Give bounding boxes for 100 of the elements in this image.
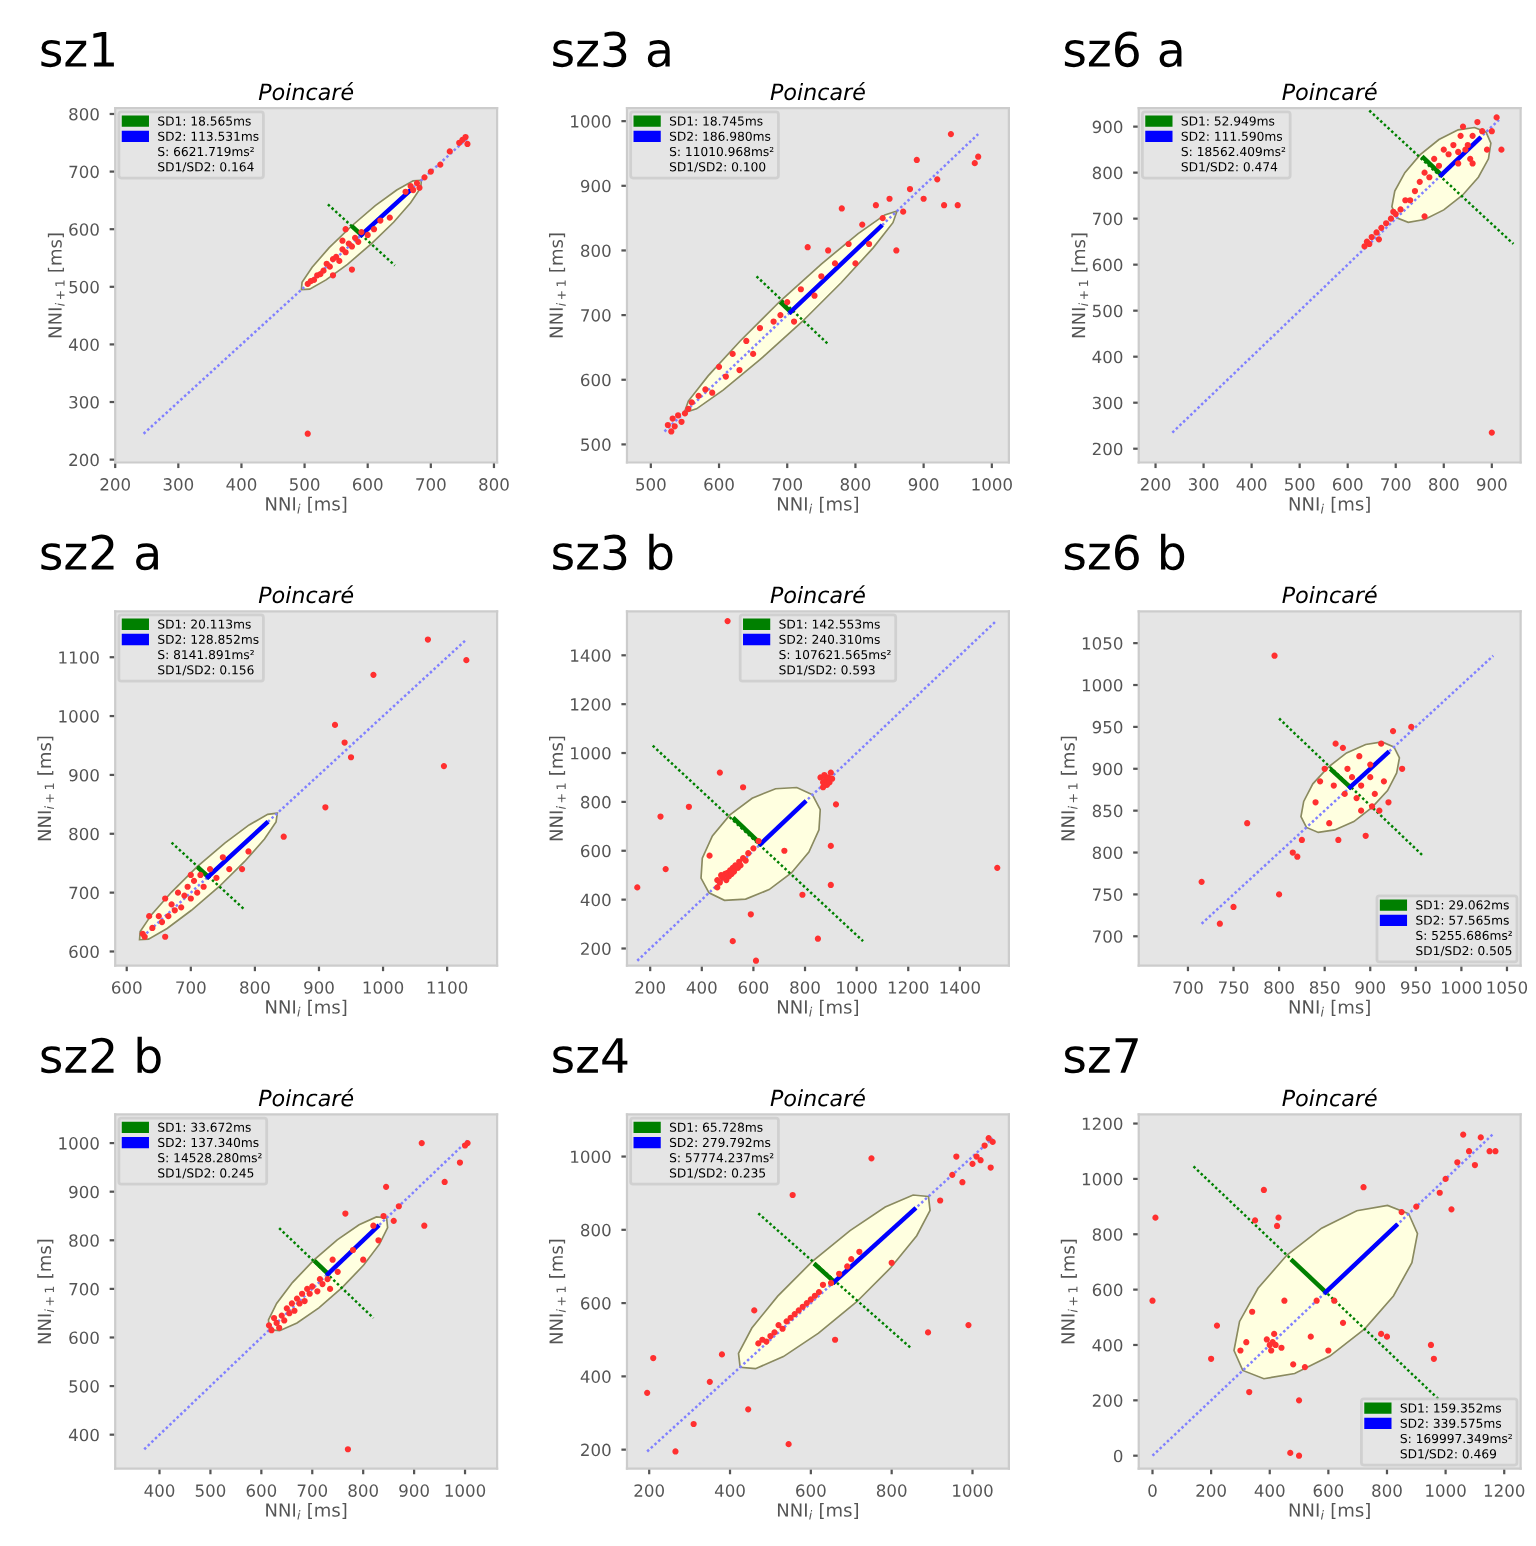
point bbox=[695, 392, 702, 400]
point bbox=[888, 1259, 895, 1266]
point bbox=[341, 739, 348, 746]
y-tick-label: 600 bbox=[581, 844, 611, 858]
point bbox=[745, 850, 752, 857]
y-tick-label: 500 bbox=[581, 438, 611, 451]
point bbox=[1371, 790, 1378, 798]
point bbox=[856, 1248, 863, 1255]
chart-title: sz2 b bbox=[41, 1036, 161, 1074]
point bbox=[168, 901, 175, 908]
point bbox=[985, 1135, 992, 1142]
point bbox=[370, 671, 377, 678]
point bbox=[213, 874, 220, 882]
chart-title: sz3 b bbox=[553, 533, 673, 571]
x-tick-label: 800 bbox=[1264, 981, 1294, 994]
point bbox=[1435, 162, 1443, 169]
point bbox=[859, 221, 866, 228]
y-tick-label: 300 bbox=[69, 395, 99, 409]
point bbox=[1278, 1344, 1285, 1351]
point bbox=[1431, 155, 1438, 162]
point bbox=[893, 247, 900, 254]
x-tick-label: 800 bbox=[240, 981, 270, 994]
point bbox=[306, 1290, 313, 1297]
point bbox=[1246, 1388, 1253, 1396]
point bbox=[779, 1325, 786, 1332]
point bbox=[832, 801, 840, 808]
point bbox=[149, 924, 156, 932]
point bbox=[1367, 774, 1374, 781]
point bbox=[1455, 148, 1462, 156]
point bbox=[1312, 799, 1319, 806]
y-axis-title: NNI$_{i+1}$ [ms] bbox=[549, 1239, 566, 1344]
point bbox=[383, 1183, 390, 1190]
point bbox=[971, 160, 978, 167]
y-tick-label: 900 bbox=[69, 1185, 99, 1199]
x-axis-title: NNI$_{i}$ [ms] bbox=[266, 496, 347, 514]
y-tick-label: 1100 bbox=[59, 651, 99, 664]
point bbox=[162, 933, 169, 940]
point bbox=[360, 1256, 367, 1263]
point bbox=[804, 244, 811, 251]
y-tick-label: 600 bbox=[1092, 1283, 1123, 1297]
y-tick-label: 1000 bbox=[571, 1150, 611, 1164]
point bbox=[427, 168, 434, 175]
point bbox=[1263, 1336, 1270, 1343]
point bbox=[827, 881, 834, 889]
x-tick-label: 1000 bbox=[445, 1484, 486, 1497]
point bbox=[1469, 132, 1476, 139]
point bbox=[1339, 1319, 1347, 1326]
point bbox=[1213, 1322, 1221, 1329]
point bbox=[838, 205, 845, 212]
point bbox=[1376, 807, 1383, 814]
point bbox=[329, 272, 337, 279]
x-tick-label: 600 bbox=[1313, 1484, 1344, 1497]
point bbox=[1460, 1131, 1467, 1138]
point bbox=[348, 266, 356, 273]
point bbox=[1289, 849, 1296, 856]
x-tick-label: 1200 bbox=[888, 981, 929, 994]
point bbox=[349, 1246, 357, 1254]
chart-subtitle: Poincaré bbox=[1282, 82, 1377, 101]
point bbox=[825, 247, 832, 254]
point bbox=[344, 1446, 352, 1453]
point bbox=[1426, 174, 1433, 181]
point bbox=[634, 884, 641, 891]
point bbox=[1260, 1186, 1267, 1194]
point bbox=[1249, 1308, 1256, 1315]
point bbox=[965, 1321, 972, 1329]
y-tick-label: 1000 bbox=[1082, 678, 1123, 692]
y-tick-label: 800 bbox=[581, 1223, 611, 1237]
x-tick-label: 700 bbox=[1381, 478, 1411, 491]
point bbox=[1469, 160, 1476, 167]
point bbox=[206, 865, 214, 873]
point bbox=[650, 1354, 657, 1362]
point bbox=[716, 769, 723, 776]
point bbox=[949, 1171, 956, 1178]
point bbox=[1268, 1347, 1275, 1354]
x-axis-title: NNI$_{i}$ [ms] bbox=[777, 1502, 858, 1520]
point bbox=[174, 889, 182, 896]
x-tick-label: 800 bbox=[1429, 478, 1459, 491]
point bbox=[671, 423, 678, 430]
x-tick-label: 800 bbox=[479, 478, 509, 491]
point bbox=[954, 202, 961, 209]
point bbox=[1378, 740, 1385, 747]
point bbox=[1474, 118, 1481, 126]
point bbox=[657, 813, 664, 820]
point bbox=[1457, 132, 1464, 139]
point bbox=[1492, 1148, 1499, 1155]
point bbox=[1383, 1333, 1391, 1340]
point bbox=[1445, 151, 1452, 158]
point bbox=[146, 913, 153, 920]
y-tick-label: 200 bbox=[581, 942, 611, 956]
point bbox=[771, 1329, 778, 1336]
point bbox=[1440, 146, 1447, 153]
point bbox=[1368, 803, 1376, 810]
x-tick-label: 500 bbox=[1285, 478, 1315, 491]
y-tick-label: 700 bbox=[581, 309, 611, 322]
point bbox=[334, 1268, 341, 1275]
point bbox=[1375, 236, 1383, 243]
point bbox=[685, 803, 692, 810]
chart-subtitle: Poincaré bbox=[1282, 585, 1377, 604]
y-tick-label: 200 bbox=[1092, 1394, 1123, 1407]
chart-title: sz6 b bbox=[1064, 533, 1185, 571]
